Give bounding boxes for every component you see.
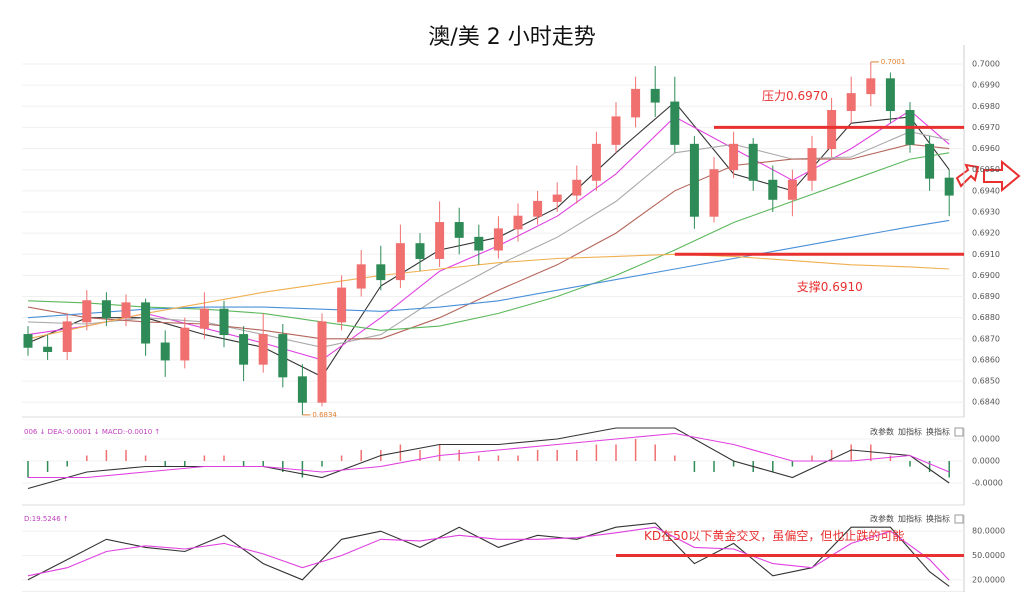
- y-tick-label: 50.0000: [972, 551, 1005, 560]
- candle-body: [376, 264, 386, 281]
- arrow-up-right: [955, 163, 980, 188]
- y-tick-label: 0.6960: [972, 144, 1000, 153]
- toolbar-button[interactable]: 加指标: [898, 514, 922, 524]
- y-tick-label: 0.6880: [972, 313, 1000, 322]
- candle-body: [395, 243, 405, 281]
- candle-body: [82, 300, 92, 323]
- candle-body: [572, 179, 582, 196]
- y-tick-label: 0.0000: [972, 457, 1000, 466]
- candle-body: [611, 116, 621, 145]
- y-tick-label: 0.6980: [972, 102, 1000, 111]
- candle-body: [180, 327, 190, 361]
- candle-body: [925, 143, 935, 179]
- candle-body: [121, 302, 131, 319]
- candle-body: [807, 148, 817, 181]
- y-tick-label: 0.6970: [972, 123, 1000, 132]
- indicator-line: [27, 101, 950, 378]
- y-tick-label: 80.0000: [972, 527, 1005, 536]
- candle-body: [552, 194, 562, 202]
- y-tick-label: 0.6860: [972, 355, 1000, 364]
- indicator-line: [28, 432, 950, 479]
- candle-body: [474, 236, 484, 251]
- candle-body: [101, 300, 111, 319]
- y-tick-label: 0.6890: [972, 292, 1000, 301]
- candle-body: [239, 334, 249, 365]
- candle-body: [199, 308, 209, 329]
- candle-body: [689, 143, 699, 217]
- candle-body: [219, 308, 229, 336]
- candle-body: [709, 169, 719, 217]
- candle-body: [493, 228, 503, 251]
- extreme-label: 0.6834: [312, 411, 337, 419]
- toolbar-button[interactable]: 换指标: [926, 427, 950, 437]
- level-label: 支撑0.6910: [797, 279, 863, 294]
- candle-body: [591, 143, 601, 181]
- indicator-line: [27, 152, 950, 331]
- candle-body: [317, 321, 327, 403]
- y-tick-label: 0.6940: [972, 186, 1000, 195]
- candle-body: [160, 342, 170, 361]
- y-tick-label: 0.6850: [972, 377, 1000, 386]
- level-label: KD在50以下黄金交叉，虽偏空，但也止跌的可能: [644, 528, 904, 543]
- indicator-line: [27, 427, 950, 490]
- y-tick-label: 0.6930: [972, 207, 1000, 216]
- signal-arrows: [955, 159, 1021, 193]
- candle-body: [631, 88, 641, 118]
- candle-body: [435, 222, 445, 259]
- arrow-right: [983, 159, 1021, 193]
- y-tick-label: -0.0000: [972, 479, 1003, 488]
- chart-title: 澳/美 2 小时走势: [428, 25, 595, 50]
- candle-body: [885, 78, 895, 112]
- candle-body: [43, 346, 53, 352]
- toolbar-button[interactable]: 改参数: [870, 514, 894, 524]
- toolbar-button[interactable]: 改参数: [870, 427, 894, 437]
- candle-body: [513, 215, 523, 230]
- y-tick-label: 0.6870: [972, 334, 1000, 343]
- candle-body: [454, 222, 464, 238]
- y-tick-label: 0.0000: [972, 435, 1000, 444]
- candle-body: [944, 177, 954, 196]
- candle-body: [141, 302, 151, 344]
- candle-body: [356, 264, 366, 289]
- candle-body: [62, 321, 72, 352]
- close-button[interactable]: [954, 514, 964, 524]
- panel-header: D:19.5246 ↑: [24, 515, 69, 523]
- candle-body: [258, 334, 268, 365]
- y-tick-label: 20.0000: [972, 575, 1005, 584]
- candle-body: [787, 179, 797, 200]
- indicator-line: [27, 219, 950, 319]
- candle-body: [729, 143, 739, 171]
- y-tick-label: 0.6920: [972, 229, 1000, 238]
- candle-body: [768, 179, 778, 200]
- candle-body: [866, 78, 876, 95]
- candle-body: [748, 143, 758, 181]
- candle-body: [670, 101, 680, 145]
- close-button[interactable]: [954, 427, 964, 437]
- extreme-label: 0.7001: [881, 58, 906, 66]
- toolbar-button[interactable]: 加指标: [898, 427, 922, 437]
- candle-body: [297, 376, 307, 403]
- y-tick-label: 0.6840: [972, 398, 1000, 407]
- candle-body: [650, 88, 660, 103]
- indicator-line: [27, 253, 950, 340]
- y-tick-label: 0.6900: [972, 271, 1000, 280]
- y-tick-label: 0.6910: [972, 250, 1000, 259]
- candle-body: [415, 243, 425, 259]
- candle-body: [827, 110, 837, 150]
- candle-body: [337, 287, 347, 323]
- y-tick-label: 0.6990: [972, 81, 1000, 90]
- candle-body: [533, 200, 543, 217]
- y-tick-label: 0.6950: [972, 165, 1000, 174]
- candle-body: [846, 93, 856, 112]
- y-tick-label: 0.7000: [972, 60, 1000, 69]
- toolbar-button[interactable]: 换指标: [926, 514, 950, 524]
- candle-body: [23, 334, 33, 348]
- candle-body: [278, 334, 288, 378]
- panel-header: 006 ↓ DEA:-0.0001 ↓ MACD:-0.0010 ↑: [24, 428, 160, 436]
- level-label: 压力0.6970: [762, 89, 828, 103]
- indicator-line: [27, 526, 950, 581]
